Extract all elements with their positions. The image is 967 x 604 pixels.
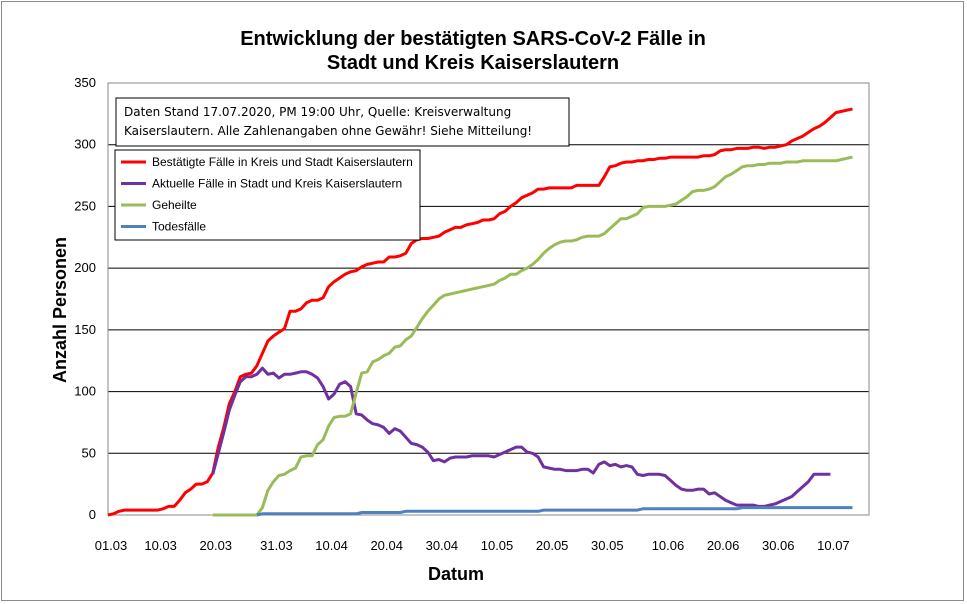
legend-label: Aktuelle Fälle in Stadt und Kreis Kaiser…: [152, 177, 402, 191]
legend-label: Geheilte: [152, 198, 197, 212]
annotation-line-2: Kaiserslautern. Alle Zahlenangaben ohne …: [124, 124, 532, 138]
x-tick-label: 31.03: [260, 538, 293, 553]
legend-label: Bestätigte Fälle in Kreis und Stadt Kais…: [152, 155, 413, 169]
series-line-2: [211, 366, 831, 508]
plot-area-border: [107, 82, 870, 516]
legend-label: Todesfälle: [152, 220, 206, 234]
y-tick-label: 250: [74, 198, 96, 213]
series-line-3: [212, 155, 853, 517]
x-tick-label: 10.03: [144, 538, 177, 553]
y-tick-label: 100: [74, 384, 96, 399]
x-tick-label: 20.05: [536, 538, 569, 553]
series-lines: [107, 107, 853, 517]
chart-title-line-2: Stadt und Kreis Kaiserslautern: [327, 52, 619, 74]
x-tick-label: 10.05: [481, 538, 514, 553]
x-axis-title: Datum: [428, 564, 484, 584]
x-tick-label: 10.04: [315, 538, 348, 553]
x-tick-label: 01.03: [95, 538, 128, 553]
x-tick-label: 20.03: [200, 538, 233, 553]
y-tick-label: 50: [82, 445, 96, 460]
x-tick-label: 10.07: [817, 538, 850, 553]
y-tick-label: 300: [74, 137, 96, 152]
legend: Bestätigte Fälle in Kreis und Stadt Kais…: [114, 149, 421, 241]
x-tick-label: 20.04: [370, 538, 403, 553]
annotation-line-1: Daten Stand 17.07.2020, PM 19:00 Uhr, Qu…: [124, 105, 511, 119]
y-tick-label: 150: [74, 322, 96, 337]
y-tick-label: 200: [74, 260, 96, 275]
y-tick-label: 0: [89, 507, 96, 522]
y-tick-labels: 0 50 100 150 200 250 300 350: [74, 75, 96, 522]
x-tick-label: 10.06: [652, 538, 685, 553]
x-tick-label: 30.06: [762, 538, 795, 553]
chart-title-line-1: Entwicklung der bestätigten SARS-CoV-2 F…: [240, 28, 706, 50]
y-tick-label: 350: [74, 75, 96, 90]
series-line-4: [256, 506, 853, 517]
annotation-box: Daten Stand 17.07.2020, PM 19:00 Uhr, Qu…: [115, 97, 570, 147]
x-tick-label: 30.05: [591, 538, 624, 553]
series-line-1: [107, 107, 853, 517]
annotation-border: [115, 97, 570, 147]
x-tick-label: 20.06: [707, 538, 740, 553]
x-tick-labels: 01.03 10.03 20.03 31.03 10.04 20.04 30.04 10.05…: [95, 538, 850, 553]
x-tick-label: 30.04: [426, 538, 459, 553]
legend-border: [114, 149, 421, 241]
y-axis-title: Anzahl Personen: [50, 237, 70, 383]
